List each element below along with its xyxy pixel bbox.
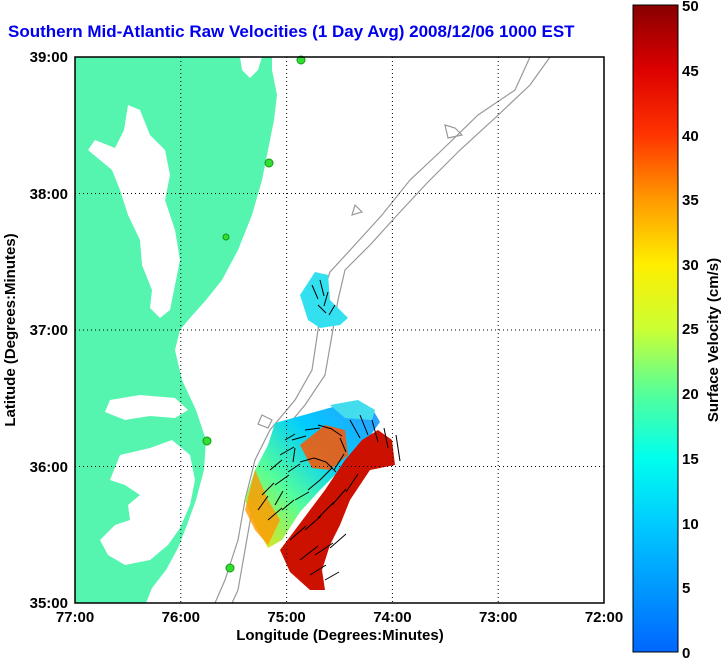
- x-tick-label: 77:00: [56, 609, 94, 626]
- station-marker: [264, 158, 274, 168]
- y-ticks: 39:00 38:00 37:00 36:00 35:00: [30, 49, 68, 612]
- y-tick-label: 37:00: [30, 322, 68, 339]
- map-title: Southern Mid-Atlantic Raw Velocities (1 …: [8, 22, 575, 41]
- colorbar-tick-label: 45: [682, 63, 699, 80]
- pamlico-sound: [100, 440, 195, 565]
- y-tick-label: 35:00: [30, 595, 68, 612]
- colorbar-tick-label: 35: [682, 192, 699, 209]
- colorbar-tick-label: 15: [682, 451, 699, 468]
- x-axis-label: Longitude (Degrees:Minutes): [236, 627, 444, 644]
- velocity-vectors: [257, 279, 401, 581]
- station-marker: [296, 55, 306, 65]
- colorbar: [632, 4, 679, 653]
- chesapeake-bay: [88, 105, 180, 318]
- colorbar-tick-label: 10: [682, 516, 699, 533]
- colorbar-tick-label: 5: [682, 580, 690, 597]
- colorbar-label: Surface Velocity (cm/s): [705, 258, 722, 422]
- colorbar-tick-label: 20: [682, 386, 699, 403]
- x-tick-label: 73:00: [479, 609, 517, 626]
- station-marker: [222, 233, 230, 241]
- station-marker: [225, 563, 235, 573]
- radar-stations: [202, 55, 306, 573]
- x-tick-label: 74:00: [373, 609, 411, 626]
- colorbar-ticks: 50 45 40 35 30 25 20 15 10 5 0: [682, 0, 699, 659]
- velocity-field-jet: [280, 430, 395, 590]
- x-tick-label: 76:00: [162, 609, 200, 626]
- colorbar-tick-label: 30: [682, 257, 699, 274]
- y-tick-label: 36:00: [30, 459, 68, 476]
- y-tick-label: 38:00: [30, 186, 68, 203]
- x-tick-label: 72:00: [585, 609, 623, 626]
- y-axis-label: Latitude (Degrees:Minutes): [2, 233, 19, 426]
- x-tick-label: 75:00: [267, 609, 305, 626]
- colorbar-tick-label: 40: [682, 128, 699, 145]
- velocity-field-southwest: [245, 470, 280, 545]
- x-ticks: 77:00 76:00 75:00 74:00 73:00 72:00: [56, 609, 623, 626]
- albemarle-sound: [105, 395, 188, 420]
- colorbar-tick-label: 0: [682, 645, 690, 659]
- velocity-field-east-edge: [330, 400, 375, 420]
- station-marker: [202, 436, 212, 446]
- plot-frame: [74, 56, 605, 604]
- delaware-bay: [240, 57, 262, 78]
- y-tick-label: 39:00: [30, 49, 68, 66]
- colorbar-tick-label: 25: [682, 321, 699, 338]
- map-grid: [75, 57, 604, 603]
- colorbar-tick-label: 50: [682, 0, 699, 15]
